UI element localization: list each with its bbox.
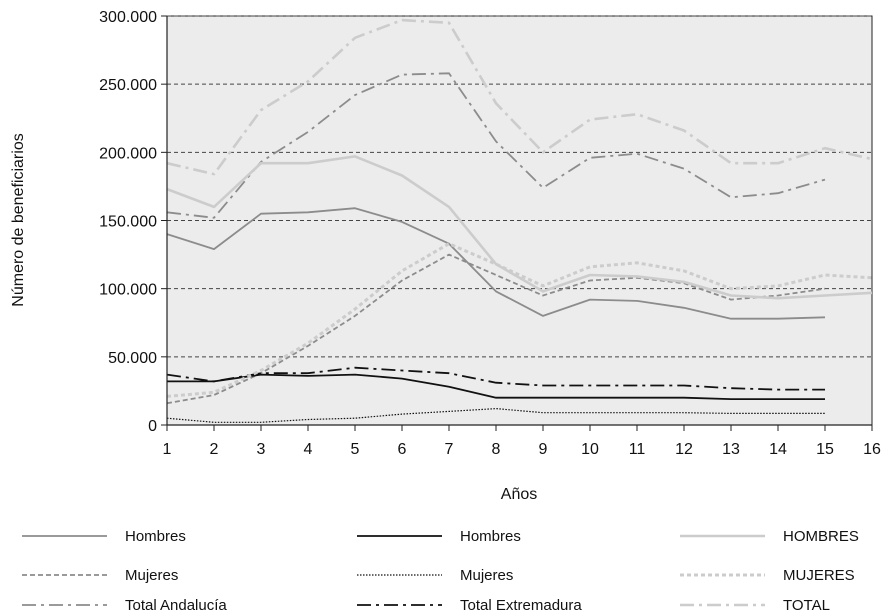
legend-item: Hombres <box>357 528 521 545</box>
legend: Hombres Mujeres Total Andalucía Hombres Muje… <box>22 528 859 614</box>
x-tick-label: 14 <box>769 441 787 458</box>
legend-item: Mujeres <box>357 567 513 584</box>
x-tick-label: 12 <box>675 441 693 458</box>
series-line-8 <box>166 18 873 176</box>
x-tick-label: 8 <box>492 441 501 458</box>
y-tick-label: 200.000 <box>99 145 157 162</box>
y-tick-label: 250.000 <box>99 77 157 94</box>
legend-label: Total Andalucía <box>125 597 227 614</box>
x-tick-label: 3 <box>257 441 266 458</box>
series-line-7 <box>166 242 873 398</box>
x-axis-ticks: 1 2 3 4 5 6 7 8 9 10 11 12 13 14 15 16 <box>163 425 881 458</box>
x-tick-label: 5 <box>351 441 360 458</box>
x-tick-label: 10 <box>581 441 599 458</box>
legend-item: Mujeres <box>22 567 178 584</box>
series-line-5 <box>166 366 825 391</box>
y-axis-title: Número de beneficiarios <box>10 133 27 306</box>
legend-label: Hombres <box>125 528 186 545</box>
legend-label: Total Extremadura <box>460 597 582 614</box>
x-tick-label: 7 <box>445 441 454 458</box>
series-line-1 <box>166 253 826 405</box>
y-tick-label: 0 <box>148 418 157 435</box>
series-line-2 <box>166 72 826 219</box>
legend-label: HOMBRES <box>783 528 859 545</box>
legend-label: MUJERES <box>783 567 855 584</box>
x-tick-label: 2 <box>210 441 219 458</box>
legend-item: Hombres <box>22 528 186 545</box>
x-tick-label: 16 <box>863 441 881 458</box>
y-tick-label: 100.000 <box>99 282 157 299</box>
series-line-6 <box>166 155 873 300</box>
y-tick-label: 50.000 <box>108 350 157 367</box>
legend-item: MUJERES <box>680 567 855 584</box>
x-tick-label: 4 <box>304 441 313 458</box>
legend-label: Mujeres <box>460 567 513 584</box>
x-tick-label: 6 <box>398 441 407 458</box>
legend-item: TOTAL <box>680 597 830 614</box>
legend-label: Hombres <box>460 528 521 545</box>
y-tick-label: 300.000 <box>99 9 157 26</box>
series-line-4 <box>166 408 825 423</box>
series-layer <box>166 18 873 423</box>
legend-item: Total Extremadura <box>357 597 582 614</box>
x-tick-label: 15 <box>816 441 834 458</box>
x-tick-label: 9 <box>539 441 548 458</box>
x-tick-label: 1 <box>163 441 172 458</box>
x-tick-label: 13 <box>722 441 740 458</box>
legend-item: HOMBRES <box>680 528 859 545</box>
y-axis-ticks: 0 50.000 100.000 150.000 200.000 250.000 300.0… <box>99 9 167 435</box>
series-line-0 <box>166 207 826 320</box>
x-axis-title: Años <box>501 486 537 503</box>
legend-label: TOTAL <box>783 597 830 614</box>
legend-label: Mujeres <box>125 567 178 584</box>
y-tick-label: 150.000 <box>99 214 157 231</box>
x-tick-label: 11 <box>629 441 646 458</box>
series-line-3 <box>167 373 825 401</box>
legend-item: Total Andalucía <box>22 597 227 614</box>
grid-lines <box>167 15 872 358</box>
